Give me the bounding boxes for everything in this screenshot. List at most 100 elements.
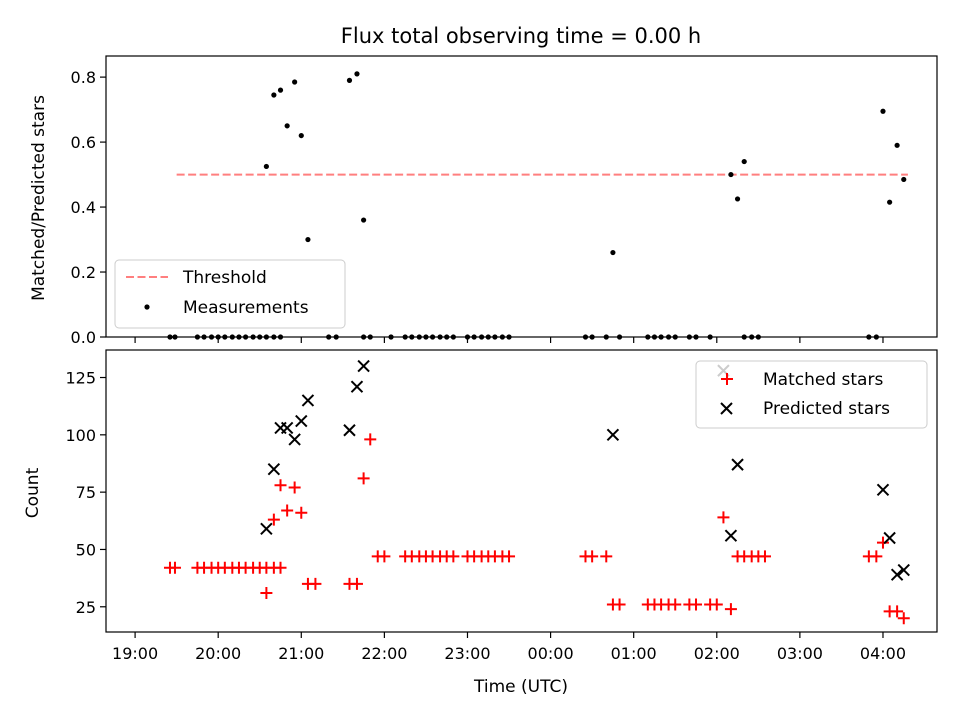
matched-star-point [710,598,723,611]
chart-title: Flux total observing time = 0.00 h [341,24,701,48]
predicted-star-point [350,380,364,393]
measurement-point [346,77,353,83]
measurement-point [305,236,311,243]
matched-star-point [350,577,363,590]
matched-star-point [274,479,287,492]
bottom-y-tick-label: 50 [76,540,96,559]
matched-star-point [717,511,730,524]
matched-star-point [168,561,181,574]
matched-star-point [309,577,322,590]
predicted-star-point [724,529,738,542]
matched-star-point [267,513,280,526]
bottom-panel: 25 50 75 100 125 19:00 20:00 21:00 22:00 23:00 00:… [65,349,938,663]
matched-star-point [503,550,516,563]
matched-star-point [447,550,460,563]
predicted-star-point [280,421,294,435]
matched-star-point [758,550,771,563]
predicted-star-point [890,568,904,581]
predicted-star-point [897,563,910,577]
matched-star-point [281,504,294,517]
bottom-y-tick-label: 25 [76,598,96,617]
bottom-y-tick-label: 125 [65,369,96,388]
legend-measurements-label: Measurements [183,298,309,318]
legend-predicted-swatch [720,402,733,415]
bottom-legend: Matched stars Predicted stars [695,360,928,429]
predicted-star-point [295,414,308,428]
measurement-point [271,92,277,98]
predicted-star-point [731,458,744,471]
predicted-star-point [883,531,896,545]
x-tick-label: 02:00 [694,644,740,663]
bottom-y-tick-label: 75 [76,483,96,502]
predicted-star-point [343,424,356,437]
x-tick-label: 03:00 [777,644,823,663]
top-y-tick-label: 0.6 [71,133,96,152]
bottom-y-tick-label: 100 [65,426,96,445]
measurement-point [354,71,360,77]
predicted-star-point [260,522,273,536]
x-tick-label: 20:00 [195,644,241,663]
matched-star-point [295,506,308,519]
measurement-point [887,199,893,205]
matched-star-point [724,603,737,616]
matched-star-point [364,433,377,446]
measurement-point [277,87,284,93]
matched-star-point [876,536,889,549]
measurement-point [728,171,734,178]
measurement-point [901,176,907,183]
legend-measurements-swatch [144,304,150,310]
measurement-point [361,217,367,223]
legend-matched-label: Matched stars [763,370,883,390]
matched-star-point [600,550,613,563]
measurement-point [284,123,290,129]
x-tick-label: 19:00 [112,644,158,663]
matched-star-point [669,598,682,611]
measurement-point [263,163,269,170]
legend-predicted-label: Predicted stars [763,399,890,419]
measurement-point [734,196,741,202]
matched-star-point [891,605,904,618]
x-tick-label: 01:00 [611,644,657,663]
predicted-star-point [876,483,890,497]
matched-star-point [613,598,626,611]
matched-star-point [260,587,273,600]
legend-matched-swatch [721,373,733,385]
measurement-point [894,142,900,148]
bottom-y-axis-label: Count [23,467,43,518]
matched-star-point [378,550,391,563]
matched-star-point [690,598,703,611]
top-legend: Threshold Measurements [114,259,346,329]
measurement-point [298,132,304,139]
matched-star-point [288,481,301,494]
measurement-point [292,79,298,85]
measurement-point [610,249,616,256]
x-tick-label: 21:00 [278,644,324,663]
bottom-legend-box [695,360,928,429]
top-y-axis-label: Matched/Predicted stars [29,95,49,301]
legend-threshold-label: Threshold [182,268,267,288]
top-plot-frame [105,55,938,338]
top-y-tick-label: 0.8 [71,68,96,87]
top-y-tick-label: 0.0 [71,328,96,347]
x-tick-label: 22:00 [361,644,407,663]
predicted-star-point [606,428,620,442]
matched-star-point [870,550,883,563]
top-y-tick-label: 0.2 [71,263,96,282]
measurement-point [741,158,747,165]
matched-star-point [274,561,287,574]
measurement-point [880,108,886,114]
bottom-plot-frame [105,349,938,633]
top-legend-box [114,259,346,329]
x-tick-label: 23:00 [444,644,490,663]
predicted-star-point [301,394,315,407]
x-tick-label: 04:00 [860,644,906,663]
top-panel: 0.0 0.2 0.4 0.6 0.8 [71,55,938,347]
x-axis-label: Time (UTC) [473,677,568,697]
matched-star-point [586,550,599,563]
predicted-star-point [267,463,281,476]
x-tick-label: 00:00 [528,644,574,663]
matched-star-point [357,472,370,485]
predicted-star-point [357,359,370,373]
matched-star-point [897,612,910,625]
